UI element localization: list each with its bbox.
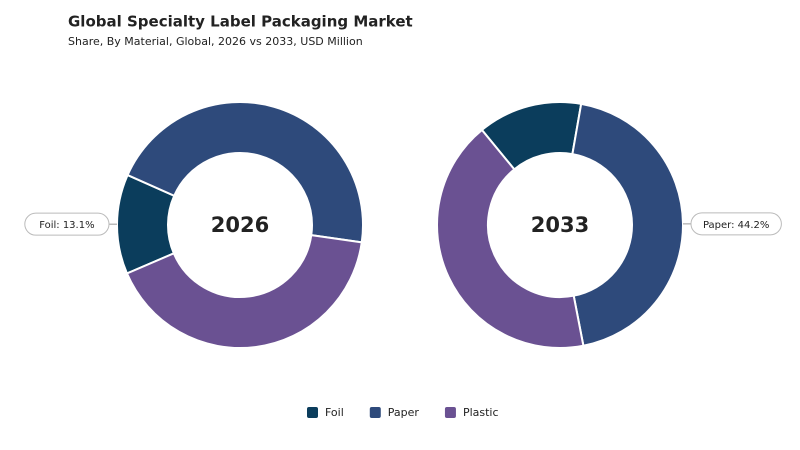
chart-subtitle: Share, By Material, Global, 2026 vs 2033… <box>68 35 363 48</box>
donut-segment <box>126 101 364 244</box>
callout-label: Paper: 44.2% <box>703 220 769 231</box>
legend-label: Foil <box>325 406 344 419</box>
center-label: 2033 <box>531 213 589 237</box>
donut-segment <box>571 102 684 347</box>
legend-swatch <box>369 407 381 418</box>
legend-label: Plastic <box>463 406 499 419</box>
legend-swatch <box>444 407 456 418</box>
center-label: 2026 <box>211 213 269 237</box>
legend-swatch <box>307 407 318 418</box>
donut-segment <box>125 234 363 349</box>
chart-title: Global Specialty Label Packaging Market <box>68 13 413 31</box>
legend-label: Paper <box>388 406 420 419</box>
callout-label: Foil: 13.1% <box>39 220 94 231</box>
callout-box <box>24 212 110 236</box>
callout-box <box>690 212 782 236</box>
donut-segment <box>436 128 585 349</box>
